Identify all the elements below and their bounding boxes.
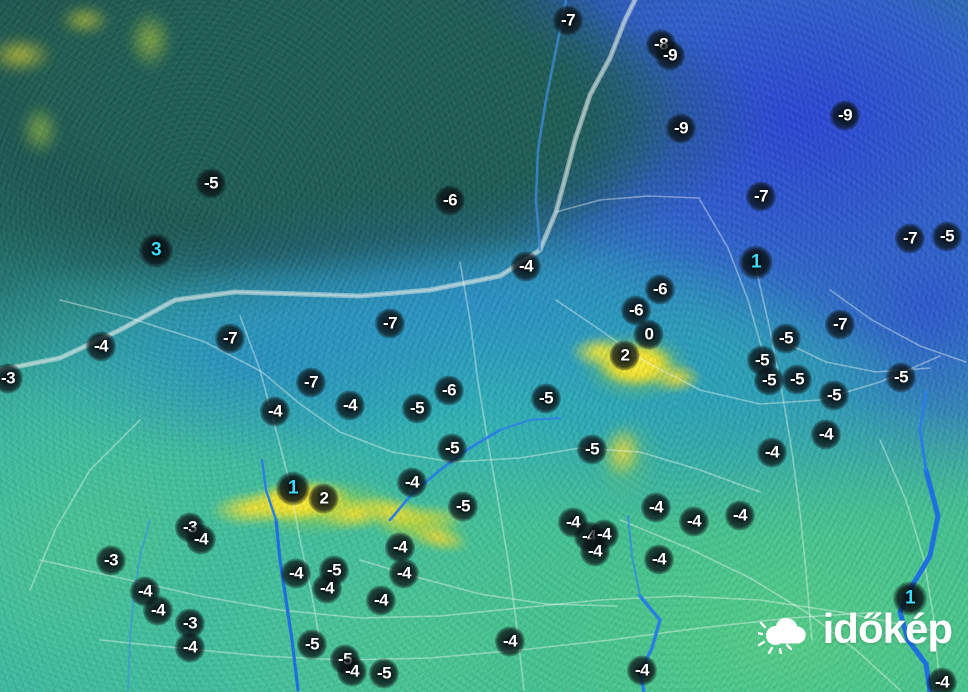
temperature-label[interactable]: -4 [373, 590, 389, 610]
temperature-label[interactable]: -4 [651, 549, 667, 569]
temperature-label[interactable]: -5 [939, 226, 955, 246]
station-marker[interactable]: 3 [150, 239, 162, 261]
temperature-label[interactable]: -6 [652, 279, 668, 299]
temperature-label[interactable]: -4 [634, 660, 650, 680]
temperature-label[interactable]: -5 [203, 173, 219, 193]
temperature-label[interactable]: 2 [319, 488, 329, 508]
temperature-label[interactable]: -7 [902, 228, 918, 248]
temperature-label[interactable]: -3 [182, 613, 198, 633]
temperature-label[interactable]: -4 [686, 511, 702, 531]
temperature-label[interactable]: -4 [288, 563, 304, 583]
temperature-label[interactable]: -5 [761, 370, 777, 390]
temperature-label[interactable]: -4 [404, 472, 420, 492]
temperature-label[interactable]: -5 [444, 438, 460, 458]
temperature-label[interactable]: -4 [193, 529, 209, 549]
station-marker[interactable]: 1 [287, 477, 299, 499]
temperature-label[interactable]: -5 [455, 496, 471, 516]
temperature-label[interactable]: -6 [441, 380, 457, 400]
temperature-label[interactable]: -4 [319, 578, 335, 598]
temperature-label[interactable]: -4 [818, 424, 834, 444]
temperature-label[interactable]: -7 [222, 328, 238, 348]
logo-wordmark: időkép [822, 605, 953, 652]
temperature-label[interactable]: -4 [502, 631, 518, 651]
temperature-label[interactable]: -3 [103, 550, 119, 570]
temperature-label[interactable]: -7 [303, 372, 319, 392]
temperature-label[interactable]: -4 [93, 336, 109, 356]
temperature-label[interactable]: -4 [342, 395, 358, 415]
temperature-label[interactable]: -4 [267, 401, 283, 421]
temperature-label[interactable]: -9 [837, 105, 853, 125]
temperature-label[interactable]: 2 [620, 345, 630, 365]
temperature-label[interactable]: -7 [382, 313, 398, 333]
sun-behind-cloud-icon [757, 617, 806, 654]
temperature-label[interactable]: -7 [832, 314, 848, 334]
temperature-label[interactable]: -4 [182, 637, 198, 657]
temperature-label[interactable]: -5 [376, 663, 392, 683]
temperature-label[interactable]: -5 [893, 367, 909, 387]
temperature-label[interactable]: -4 [396, 563, 412, 583]
temperature-label[interactable]: -4 [732, 505, 748, 525]
idokep-logo[interactable]: időkép [757, 604, 953, 654]
temperature-label[interactable]: -5 [789, 369, 805, 389]
temperature-label[interactable]: -4 [764, 442, 780, 462]
temperature-label[interactable]: -9 [673, 118, 689, 138]
temperature-label[interactable]: -9 [662, 45, 678, 65]
temperature-label[interactable]: -4 [392, 537, 408, 557]
temperature-label[interactable]: -4 [934, 672, 950, 692]
temperature-label[interactable]: -4 [344, 661, 360, 681]
temperature-label[interactable]: -4 [518, 256, 534, 276]
temperature-label[interactable]: -4 [150, 600, 166, 620]
temperature-label[interactable]: -4 [587, 541, 603, 561]
station-marker[interactable]: 1 [750, 251, 762, 273]
temperature-label[interactable]: -5 [778, 328, 794, 348]
temperature-label[interactable]: -3 [0, 368, 16, 388]
temperature-label[interactable]: -7 [560, 10, 576, 30]
temperature-label[interactable]: -6 [628, 300, 644, 320]
temperature-label[interactable]: -5 [409, 398, 425, 418]
temperature-label[interactable]: -5 [538, 388, 554, 408]
temperature-label[interactable]: -5 [304, 634, 320, 654]
temperature-label[interactable]: -4 [648, 497, 664, 517]
temperature-label[interactable]: 0 [644, 324, 654, 344]
temperature-label[interactable]: -6 [442, 190, 458, 210]
temperature-label[interactable]: -5 [584, 439, 600, 459]
temperature-label[interactable]: -7 [753, 186, 769, 206]
temperature-label[interactable]: -5 [826, 385, 842, 405]
